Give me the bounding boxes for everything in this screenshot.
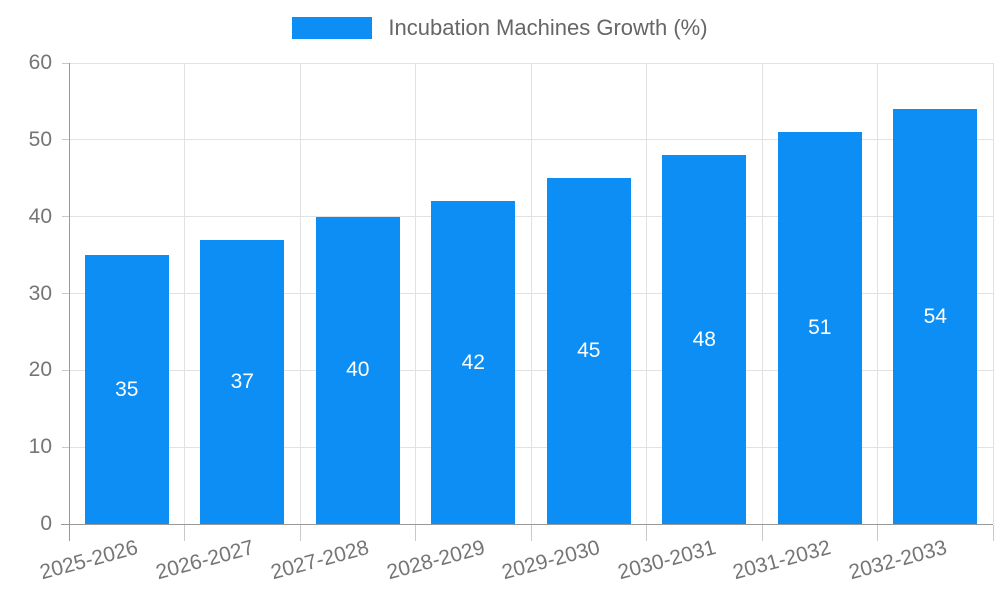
bar[interactable]: 35 bbox=[84, 255, 169, 524]
v-gridline bbox=[184, 63, 185, 524]
v-gridline bbox=[877, 63, 878, 524]
x-axis-label: 2031-2032 bbox=[730, 536, 834, 585]
y-axis-label: 50 bbox=[28, 127, 52, 151]
y-axis-label: 10 bbox=[28, 435, 52, 459]
y-axis-tick bbox=[62, 369, 69, 371]
bar[interactable]: 48 bbox=[662, 155, 747, 524]
x-axis-tick bbox=[646, 525, 647, 541]
y-axis-label: 0 bbox=[40, 512, 52, 535]
x-axis-tick bbox=[299, 525, 301, 541]
x-axis-label: 2028-2029 bbox=[384, 536, 488, 585]
x-axis-label: 2026-2027 bbox=[153, 536, 257, 585]
x-axis-label: 2030-2031 bbox=[615, 536, 719, 585]
bar-value-label: 54 bbox=[923, 304, 947, 328]
x-axis-tick bbox=[877, 525, 878, 541]
v-gridline bbox=[646, 63, 647, 524]
legend-swatch bbox=[292, 17, 373, 39]
bar[interactable]: 37 bbox=[200, 239, 285, 524]
v-gridline bbox=[761, 63, 763, 524]
x-axis-tick bbox=[184, 525, 185, 541]
y-axis-tick bbox=[62, 62, 69, 64]
legend-item[interactable]: Incubation Machines Growth (%) bbox=[0, 15, 1000, 41]
v-gridline bbox=[415, 63, 416, 524]
v-gridline bbox=[992, 63, 994, 524]
bar-value-label: 42 bbox=[461, 350, 485, 374]
y-axis-tick bbox=[62, 139, 69, 141]
y-axis-label: 60 bbox=[28, 51, 52, 74]
y-axis-line bbox=[68, 63, 70, 541]
v-gridline bbox=[299, 63, 301, 524]
bar-value-label: 35 bbox=[115, 377, 139, 401]
v-gridline bbox=[530, 63, 532, 524]
y-axis-label: 20 bbox=[28, 358, 52, 382]
y-axis-label: 30 bbox=[28, 281, 52, 305]
y-axis-tick bbox=[62, 216, 69, 218]
bar-value-label: 51 bbox=[808, 316, 832, 340]
bar[interactable]: 45 bbox=[546, 178, 631, 524]
x-axis-tick bbox=[415, 525, 416, 541]
bar-value-label: 45 bbox=[577, 339, 601, 363]
x-axis-tick bbox=[992, 525, 994, 541]
bar[interactable]: 51 bbox=[777, 132, 862, 524]
y-axis-tick bbox=[62, 446, 69, 448]
x-axis-label: 2032-2033 bbox=[846, 536, 950, 585]
bar[interactable]: 54 bbox=[893, 109, 978, 524]
x-axis-line bbox=[61, 523, 993, 525]
y-axis-label: 40 bbox=[28, 204, 52, 228]
bar[interactable]: 40 bbox=[315, 216, 400, 524]
bar-value-label: 37 bbox=[230, 369, 254, 393]
x-axis-label: 2027-2028 bbox=[268, 536, 372, 585]
y-axis-tick bbox=[62, 293, 69, 294]
bar-value-label: 48 bbox=[692, 327, 716, 351]
x-axis-tick bbox=[761, 525, 763, 541]
legend-label: Incubation Machines Growth (%) bbox=[388, 15, 708, 40]
x-axis-label: 2029-2030 bbox=[499, 536, 603, 585]
bar-value-label: 40 bbox=[346, 358, 370, 382]
bar[interactable]: 42 bbox=[431, 201, 516, 524]
x-axis-label: 2025-2026 bbox=[37, 536, 141, 585]
x-axis-tick bbox=[530, 525, 532, 541]
